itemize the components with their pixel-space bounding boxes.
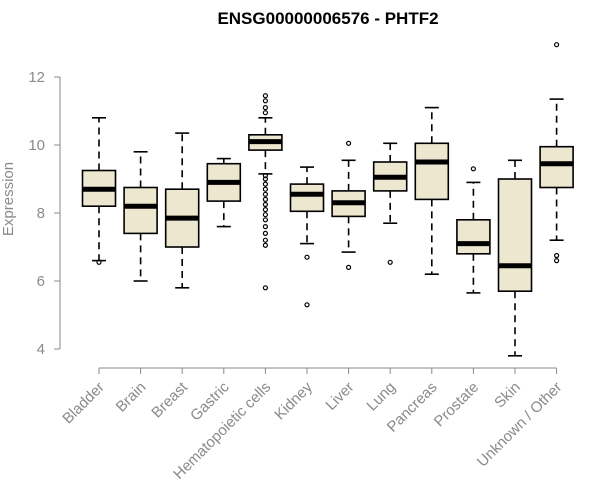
outlier-point [262,196,268,202]
outlier-point [262,224,268,230]
box-group [497,159,533,357]
outlier-point [262,186,268,192]
iqr-box [414,142,450,201]
x-tick-label: Bladder [59,379,108,428]
y-tick-label: 12 [28,69,45,86]
box-series [81,42,574,357]
y-tick-label: 10 [28,137,45,154]
box-group [414,106,450,276]
y-axis: 4 6 8 10 12 [28,69,61,358]
x-tick-label: Kidney [271,378,316,423]
outlier-point [262,98,268,104]
outlier-point [262,176,268,182]
x-tick-label: Liver [322,379,357,414]
outlier-point [304,254,310,260]
chart-title: ENSG00000006576 - PHTF2 [217,9,438,28]
outlier-point [262,242,268,248]
y-tick-label: 4 [37,341,45,358]
outlier-point [262,93,268,99]
iqr-box [123,186,158,235]
outlier-point [553,42,560,48]
outlier-point [262,191,268,197]
outlier-point [262,110,268,116]
box-group [456,166,491,294]
y-axis-label: Expression [0,162,17,236]
outlier-point [96,259,102,265]
outlier-point [553,258,560,264]
box-group [372,142,408,265]
outlier-point [262,230,268,236]
outlier-point [262,237,268,243]
box-group [331,140,366,270]
outlier-point [262,181,268,187]
box-group [248,93,283,291]
box-group [164,132,200,289]
box-group [206,157,242,228]
x-tick-label: Brain [113,379,150,416]
x-tick-label: Breast [148,378,191,421]
outlier-point [387,259,393,265]
y-tick-label: 8 [37,205,45,222]
x-tick-label: Prostate [431,379,483,431]
box-group [123,151,158,282]
x-tick-label: Lung [363,379,399,415]
outlier-point [262,207,268,213]
outlier-point [553,252,560,259]
box-group [289,166,325,308]
outlier-point [470,166,476,172]
outlier-point [346,264,352,270]
outlier-point [346,140,352,146]
outlier-point [262,201,268,208]
iqr-box [289,183,325,213]
box-group [539,42,574,264]
outlier-point [262,212,268,218]
x-tick-label: Skin [491,379,524,412]
outlier-point [304,302,310,308]
outlier-point [262,217,268,223]
iqr-box [456,219,491,255]
outlier-point [262,173,268,179]
iqr-box [539,145,574,189]
outlier-point [262,104,268,111]
y-tick-label: 6 [37,273,45,290]
outlier-point [262,285,268,291]
box-group [81,117,117,265]
iqr-box [497,178,533,292]
